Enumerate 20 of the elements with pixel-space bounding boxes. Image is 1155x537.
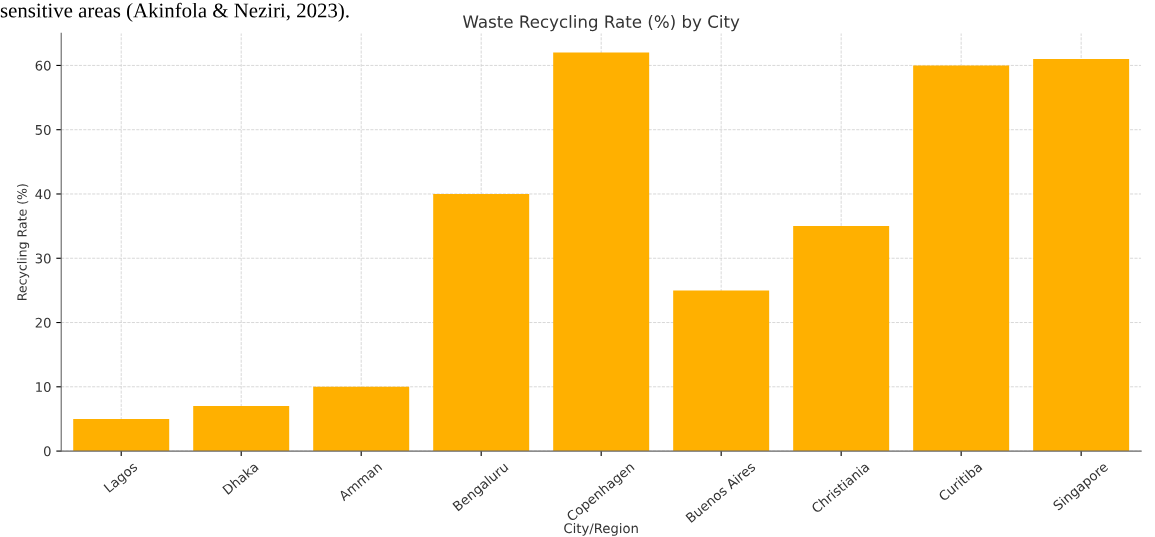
x-axis-title: City/Region (564, 522, 638, 536)
bar (193, 406, 290, 452)
y-tick-label: 50 (35, 124, 51, 135)
bar (553, 52, 650, 452)
bar (433, 193, 530, 452)
text: sensitive areas (Akinfola & Neziri, 2023). (0, 2, 349, 22)
bar (793, 226, 890, 452)
bar (673, 290, 770, 452)
bar (1033, 59, 1130, 452)
y-tick-label: 20 (35, 317, 51, 328)
y-tick-label: 40 (35, 189, 51, 200)
y-tick-label: 60 (35, 60, 51, 71)
bar (73, 418, 170, 452)
y-tick-label: 10 (36, 382, 51, 393)
y-tick-label: 30 (35, 253, 51, 264)
bar (913, 65, 1010, 452)
bar (313, 386, 410, 452)
chart-title: Waste Recycling Rate (%) by City (463, 15, 740, 32)
y-tick-label: 0 (43, 446, 51, 457)
y-axis-title: Recycling Rate (%) (17, 184, 30, 300)
